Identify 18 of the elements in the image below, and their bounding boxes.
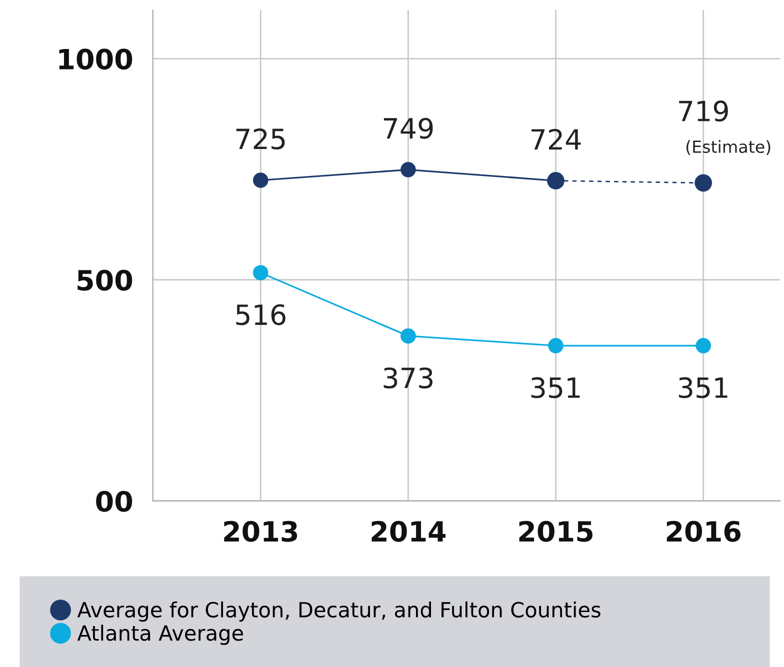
- y-tick-label: 1000: [59, 48, 132, 70]
- x-tick-label: 2014: [372, 520, 446, 542]
- x-tick-label: 2013: [224, 520, 298, 542]
- legend-label: Average for Clayton, Decatur, and Fulton Counties: [77, 601, 600, 622]
- data-label: 351: [678, 377, 728, 398]
- data-label: 373: [384, 367, 432, 388]
- x-tick-label: 2015: [519, 520, 592, 542]
- data-label: 724: [532, 128, 581, 150]
- data-label: 516: [236, 304, 286, 326]
- x-tick-label: 2016: [666, 520, 741, 542]
- data-label: 719: [679, 100, 728, 122]
- data-label: 725: [236, 128, 285, 150]
- data-label: 749: [384, 118, 433, 139]
- y-tick-label: 00: [96, 490, 132, 512]
- y-tick-label: 500: [78, 270, 132, 291]
- annotation: (Estimate): [686, 140, 770, 156]
- legend-label: Atlanta Average: [77, 624, 244, 645]
- data-label: 351: [531, 377, 580, 398]
